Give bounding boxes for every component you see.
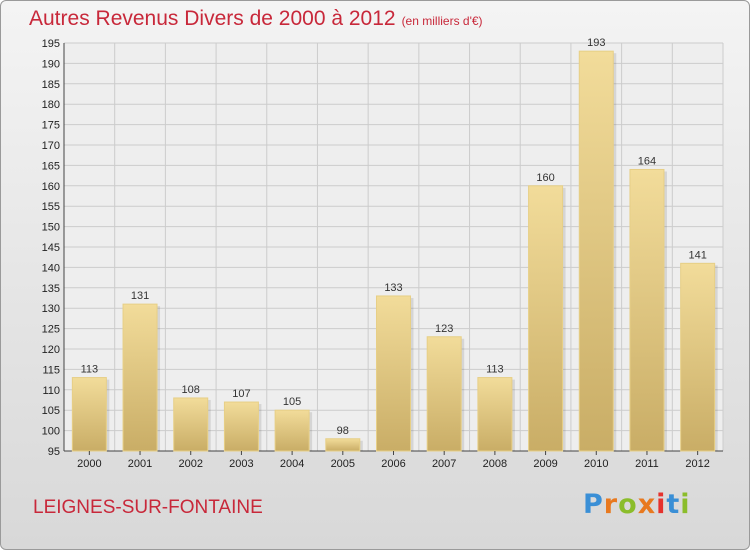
- x-tick-label: 2010: [584, 458, 608, 470]
- y-tick-label: 160: [42, 181, 60, 193]
- proxiti-logo[interactable]: Proxiti: [583, 489, 691, 520]
- commune-name: LEIGNES-SUR-FONTAINE: [33, 497, 263, 518]
- y-tick-label: 175: [42, 120, 60, 132]
- y-tick-label: 165: [42, 160, 60, 172]
- y-tick-label: 100: [42, 426, 60, 438]
- logo-letter: o: [618, 489, 638, 520]
- bar: [173, 397, 209, 452]
- bar: [122, 303, 158, 452]
- logo-letter: x: [637, 489, 657, 520]
- bar: [426, 336, 462, 452]
- bar-value-label: 105: [283, 396, 301, 408]
- x-tick-label: 2002: [178, 458, 202, 470]
- y-tick-label: 185: [42, 79, 60, 91]
- y-tick-label: 180: [42, 99, 60, 111]
- y-tick-label: 150: [42, 222, 60, 234]
- bar-value-label: 108: [182, 384, 200, 396]
- bar: [223, 401, 259, 452]
- logo-letter: t: [666, 489, 681, 520]
- bar-value-label: 133: [384, 282, 402, 294]
- x-tick-label: 2012: [685, 458, 709, 470]
- logo-letter: i: [656, 489, 667, 520]
- x-tick-label: 2000: [77, 458, 101, 470]
- x-tick-label: 2007: [432, 458, 456, 470]
- bar-value-label: 193: [587, 37, 605, 49]
- chart-unit: (en milliers d'€): [401, 14, 483, 28]
- bar: [376, 295, 411, 452]
- y-tick-label: 125: [42, 324, 60, 336]
- y-tick-label: 135: [42, 283, 60, 295]
- x-tick-label: 2004: [280, 458, 304, 470]
- y-tick-label: 95: [48, 446, 60, 458]
- bar: [629, 168, 665, 452]
- x-tick-label: 2005: [331, 458, 355, 470]
- bar-value-label: 164: [638, 155, 656, 167]
- y-tick-label: 130: [42, 303, 60, 315]
- logo-letter: r: [603, 489, 619, 520]
- chart-title: Autres Revenus Divers de 2000 à 2012 (en …: [29, 7, 483, 31]
- y-tick-label: 110: [42, 385, 60, 397]
- x-tick-label: 2008: [483, 458, 507, 470]
- x-tick-label: 2006: [381, 458, 405, 470]
- logo-letter: i: [680, 489, 691, 520]
- y-tick-label: 190: [42, 58, 60, 70]
- y-tick-label: 115: [42, 364, 60, 376]
- bar: [325, 438, 361, 452]
- bar: [528, 185, 564, 452]
- bar: [274, 409, 310, 452]
- x-tick-label: 2009: [533, 458, 557, 470]
- bar-value-label: 141: [688, 249, 706, 261]
- x-tick-label: 2011: [635, 458, 659, 470]
- y-tick-label: 155: [42, 201, 60, 213]
- bar-value-label: 160: [536, 172, 554, 184]
- bar: [578, 50, 614, 452]
- y-tick-label: 120: [42, 344, 60, 356]
- bar: [680, 262, 716, 452]
- x-tick-label: 2001: [128, 458, 152, 470]
- y-tick-label: 145: [42, 242, 60, 254]
- y-tick-label: 105: [42, 405, 60, 417]
- bar-value-label: 113: [81, 364, 99, 376]
- y-tick-label: 170: [42, 140, 60, 152]
- chart-title-text: Autres Revenus Divers de 2000 à 2012: [29, 7, 396, 30]
- bar-value-label: 113: [486, 364, 504, 376]
- bar-value-label: 131: [131, 290, 149, 302]
- bar-value-label: 123: [435, 323, 453, 335]
- x-tick-label: 2003: [229, 458, 253, 470]
- bar-value-label: 107: [232, 388, 250, 400]
- bar: [71, 377, 107, 452]
- y-tick-label: 140: [42, 262, 60, 274]
- y-tick-label: 195: [42, 38, 60, 50]
- bar-value-label: 98: [337, 425, 349, 437]
- bar: [477, 377, 513, 452]
- logo-letter: P: [583, 489, 604, 520]
